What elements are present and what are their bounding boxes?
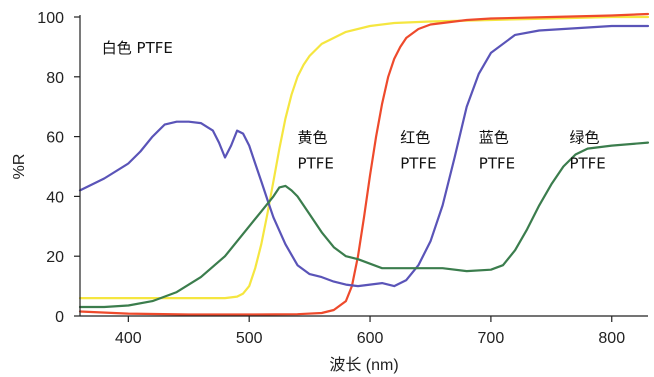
y-tick-label: 60 <box>46 130 64 147</box>
yellow-ptfe-label: 黄色 PTFE <box>298 129 334 173</box>
blue-ptfe-label: 蓝色 PTFE <box>479 129 515 173</box>
series-layer <box>78 12 650 316</box>
y-tick-label: 0 <box>55 309 64 326</box>
y-axis-title: %R <box>11 154 28 180</box>
y-tick-label: 20 <box>46 249 64 266</box>
y-tick-label: 40 <box>46 189 64 206</box>
x-axis-ticks: 400 500 600 700 800 <box>115 316 625 347</box>
x-tick-label: 800 <box>598 330 625 347</box>
green-ptfe-series-line <box>78 141 650 309</box>
curve-annotations: 白色 PTFE 黄色 PTFE 红色 PTFE 蓝色 PTFE 绿色 PTFE <box>102 39 606 173</box>
y-tick-label: 100 <box>37 10 64 27</box>
red-ptfe-label: 红色 PTFE <box>400 129 436 173</box>
x-tick-label: 400 <box>115 330 142 347</box>
x-tick-label: 600 <box>357 330 384 347</box>
x-tick-label: 700 <box>478 330 505 347</box>
red-ptfe-series-line <box>78 12 650 316</box>
x-axis-title: 波长 (nm) <box>329 356 398 374</box>
green-ptfe-label: 绿色 PTFE <box>569 129 605 173</box>
x-tick-label: 500 <box>236 330 263 347</box>
y-tick-label: 80 <box>46 70 64 87</box>
y-axis-ticks: 0 20 40 60 80 100 <box>37 10 80 326</box>
yellow-ptfe-series-line <box>78 15 650 300</box>
blue-ptfe-series-line <box>78 24 650 288</box>
white-ptfe-label: 白色 PTFE <box>102 39 173 57</box>
